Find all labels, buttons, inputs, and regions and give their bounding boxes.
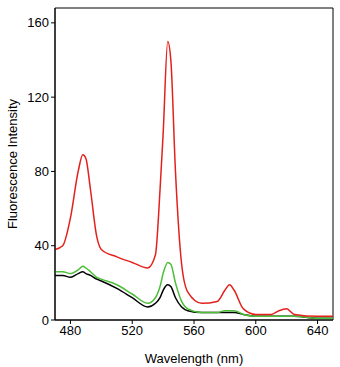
svg-text:80: 80	[35, 164, 49, 179]
svg-text:560: 560	[183, 323, 205, 338]
svg-text:0: 0	[42, 313, 49, 328]
svg-text:480: 480	[60, 323, 82, 338]
svg-text:Fluorescence Intensity: Fluorescence Intensity	[8, 98, 20, 229]
svg-text:520: 520	[121, 323, 143, 338]
svg-text:120: 120	[27, 90, 49, 105]
svg-text:600: 600	[245, 323, 267, 338]
svg-text:Wavelength (nm): Wavelength (nm)	[145, 351, 244, 366]
svg-text:640: 640	[307, 323, 329, 338]
svg-text:40: 40	[35, 238, 49, 253]
svg-text:160: 160	[27, 15, 49, 30]
